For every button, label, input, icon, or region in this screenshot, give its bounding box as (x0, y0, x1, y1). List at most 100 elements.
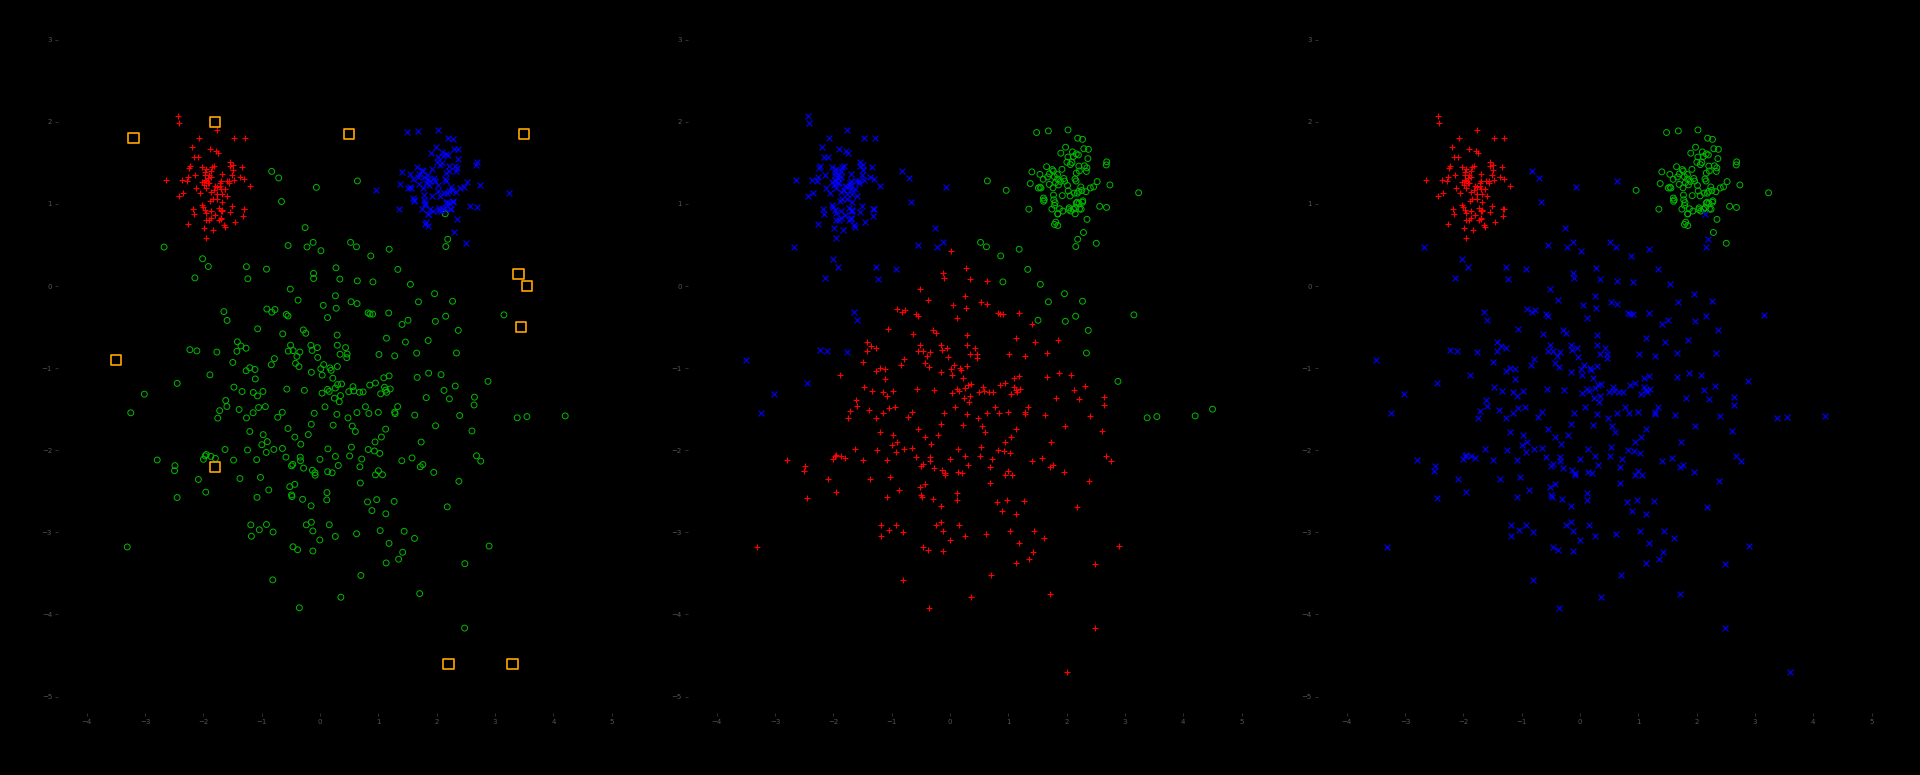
Point (916, 454, 947, 467)
Point (808, 151, 839, 164)
Point (1058, 384, 1089, 397)
Point (397, 452, 428, 464)
Point (1123, 187, 1154, 199)
Point (1031, 160, 1062, 173)
Point (1749, 308, 1780, 321)
Point (430, 148, 461, 160)
Point (1668, 194, 1699, 206)
Point (908, 540, 939, 553)
Point (1440, 169, 1471, 181)
Point (1094, 179, 1125, 191)
Point (831, 188, 862, 201)
Point (810, 182, 841, 195)
Point (852, 336, 883, 348)
Point (457, 425, 488, 437)
Point (950, 382, 981, 394)
Point (267, 443, 298, 455)
Point (372, 307, 403, 319)
Point (1450, 174, 1480, 186)
Point (1692, 167, 1722, 179)
Point (972, 240, 1002, 253)
Point (833, 412, 864, 425)
Point (361, 377, 392, 389)
Point (284, 451, 315, 463)
Point (378, 495, 409, 508)
Point (202, 346, 232, 358)
Point (290, 222, 321, 234)
Point (1486, 160, 1517, 173)
Point (286, 454, 317, 467)
Point (426, 205, 457, 217)
Point (1542, 294, 1572, 306)
Point (205, 167, 236, 180)
Point (972, 406, 1002, 419)
Point (1444, 474, 1475, 486)
Point (1519, 303, 1549, 315)
Point (808, 207, 839, 219)
Point (419, 175, 449, 188)
Point (396, 278, 426, 291)
Point (1670, 196, 1701, 208)
Point (1644, 553, 1674, 566)
Point (1680, 175, 1711, 188)
Point (860, 412, 891, 424)
Point (248, 429, 278, 441)
Point (812, 151, 843, 164)
Point (326, 591, 357, 604)
Point (1507, 385, 1538, 398)
Point (927, 464, 958, 477)
Point (1066, 203, 1096, 215)
Point (1665, 167, 1695, 180)
Point (430, 240, 461, 253)
Point (1596, 441, 1626, 453)
Point (1569, 358, 1599, 370)
Point (1461, 193, 1492, 205)
Point (177, 140, 207, 153)
Point (196, 205, 227, 218)
Point (296, 500, 326, 512)
Point (1605, 460, 1636, 473)
Point (933, 351, 964, 363)
Point (409, 189, 440, 202)
Point (975, 453, 1006, 465)
Point (1661, 160, 1692, 173)
Point (190, 207, 221, 219)
Point (179, 151, 209, 164)
Point (1690, 310, 1720, 322)
Point (1586, 591, 1617, 604)
Point (835, 174, 866, 187)
Point (952, 460, 983, 472)
Point (1668, 219, 1699, 231)
Point (282, 294, 313, 306)
Point (973, 386, 1004, 398)
Point (851, 345, 881, 357)
Point (1763, 412, 1793, 424)
Point (1511, 436, 1542, 448)
Point (1068, 143, 1098, 155)
Point (818, 453, 849, 466)
Point (1043, 334, 1073, 346)
Point (1068, 295, 1098, 308)
Point (252, 436, 282, 448)
Point (816, 176, 847, 188)
Point (1720, 202, 1751, 214)
Point (1453, 195, 1484, 207)
Point (847, 200, 877, 212)
Point (1035, 167, 1066, 180)
Point (148, 241, 179, 253)
Point (826, 450, 856, 463)
Point (856, 339, 887, 352)
Point (918, 462, 948, 474)
Point (1064, 203, 1094, 215)
Point (407, 164, 438, 176)
Point (1584, 395, 1615, 408)
Point (1052, 184, 1083, 197)
Point (355, 379, 386, 391)
Point (192, 214, 223, 226)
Point (793, 110, 824, 122)
Point (1035, 436, 1066, 448)
Point (461, 449, 492, 462)
Point (820, 169, 851, 181)
Point (1471, 401, 1501, 413)
Point (1544, 346, 1574, 358)
